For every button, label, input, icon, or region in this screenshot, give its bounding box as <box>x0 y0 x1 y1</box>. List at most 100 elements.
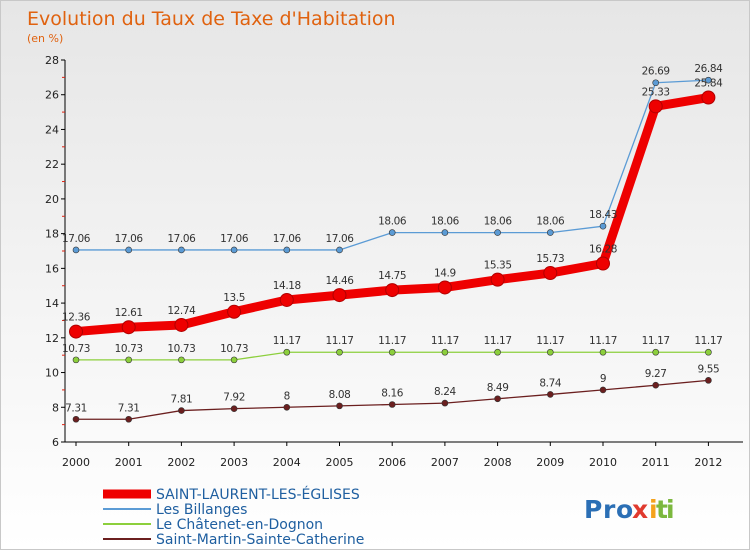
logo-letter: P <box>584 495 602 524</box>
series-lines <box>69 76 716 423</box>
legend-label: Saint-Martin-Sainte-Catherine <box>156 532 364 548</box>
y-tick-label: 12 <box>45 332 59 345</box>
data-label: 17.06 <box>220 233 249 245</box>
data-point <box>336 402 343 410</box>
data-point <box>441 399 449 407</box>
data-label: 18.06 <box>431 216 460 228</box>
data-point <box>388 229 396 236</box>
logo-letter: i <box>649 495 658 524</box>
data-label: 8.49 <box>487 382 509 394</box>
data-point <box>437 280 452 295</box>
y-tick-label: 18 <box>45 228 59 241</box>
data-label: 13.5 <box>223 292 245 304</box>
data-label: 9.55 <box>698 363 720 375</box>
data-point <box>72 246 80 254</box>
data-label: 7.81 <box>171 394 193 406</box>
data-label: 17.06 <box>62 233 91 245</box>
data-label: 11.17 <box>536 335 564 347</box>
data-label: 12.61 <box>115 307 143 319</box>
data-label: 8.74 <box>539 377 561 389</box>
data-label: 14.46 <box>325 275 354 287</box>
data-label: 11.17 <box>273 335 301 347</box>
x-tick-label: 2000 <box>62 456 90 469</box>
data-label: 12.74 <box>167 305 196 317</box>
data-label: 17.06 <box>167 233 196 245</box>
data-label: 14.18 <box>273 280 301 292</box>
data-point <box>178 246 185 254</box>
data-label: 8 <box>284 390 290 402</box>
data-label: 15.35 <box>484 260 512 272</box>
data-label: 7.31 <box>65 402 87 414</box>
data-point <box>599 386 607 394</box>
logo-letter: i <box>666 495 675 524</box>
data-label: 17.06 <box>273 233 302 245</box>
data-label: 12.36 <box>62 312 91 324</box>
data-label: 11.17 <box>642 335 670 347</box>
data-label: 9.27 <box>645 368 667 380</box>
data-point <box>705 76 712 84</box>
data-point <box>494 395 501 403</box>
x-tick-label: 2011 <box>642 456 670 469</box>
data-label: 11.17 <box>378 335 406 347</box>
data-point <box>543 266 558 281</box>
data-point <box>332 288 347 303</box>
data-point <box>174 317 189 332</box>
data-label: 18.06 <box>484 216 513 228</box>
x-tick-label: 2012 <box>694 456 722 469</box>
legend-label: SAINT-LAURENT-LES-ÉGLISES <box>156 486 360 503</box>
y-tick-label: 14 <box>45 297 59 310</box>
x-tick-label: 2010 <box>589 456 617 469</box>
y-tick-label: 10 <box>45 367 59 380</box>
data-label: 8.08 <box>329 389 351 401</box>
data-point <box>230 356 238 364</box>
x-tick-label: 2005 <box>326 456 354 469</box>
data-label: 10.73 <box>167 343 195 355</box>
y-tick-label: 28 <box>45 54 59 67</box>
data-point <box>72 356 80 364</box>
data-point <box>388 348 396 356</box>
data-point <box>72 415 80 423</box>
data-point <box>336 348 343 356</box>
y-tick-label: 26 <box>45 89 59 102</box>
x-tick-label: 2001 <box>115 456 143 469</box>
x-tick-label: 2009 <box>536 456 564 469</box>
data-label: 8.24 <box>434 386 456 398</box>
data-label: 8.16 <box>381 387 403 399</box>
data-point <box>494 348 501 356</box>
data-point <box>69 324 83 339</box>
data-point <box>701 90 716 105</box>
data-point <box>705 348 712 356</box>
data-label: 15.73 <box>536 253 564 265</box>
data-label: 26.69 <box>642 66 670 78</box>
logo-letter: r <box>603 495 616 524</box>
data-point <box>385 283 400 298</box>
data-point <box>388 401 396 408</box>
data-label: 17.06 <box>115 233 144 245</box>
data-label: 14.9 <box>434 267 456 279</box>
data-point <box>283 403 291 411</box>
data-label: 25.84 <box>694 78 723 90</box>
x-tick-label: 2006 <box>378 456 406 469</box>
data-labels: 12.36 12.61 12.74 13.5 14.18 14.46 14.75 14.9 15… <box>62 63 724 414</box>
data-label: 11.17 <box>484 335 512 347</box>
data-label: 10.73 <box>220 343 248 355</box>
x-tick-label: 2008 <box>484 456 512 469</box>
data-point <box>178 356 185 364</box>
data-point <box>230 246 238 254</box>
legend-label: Le Châtenet-en-Dognon <box>156 517 323 533</box>
data-label: 17.06 <box>325 233 354 245</box>
data-point <box>652 79 660 87</box>
data-point <box>546 229 554 236</box>
chart-title: Evolution du Taux de Taxe d'Habitation <box>27 8 396 30</box>
data-label: 11.17 <box>589 335 617 347</box>
data-label: 11.17 <box>325 335 353 347</box>
data-label: 25.33 <box>642 86 670 98</box>
y-tick-label: 24 <box>45 123 59 136</box>
x-tick-label: 2007 <box>431 456 459 469</box>
data-label: 10.73 <box>115 343 143 355</box>
data-label: 18.06 <box>536 216 565 228</box>
y-tick-label: 8 <box>52 401 59 414</box>
y-tick-label: 6 <box>52 436 59 449</box>
